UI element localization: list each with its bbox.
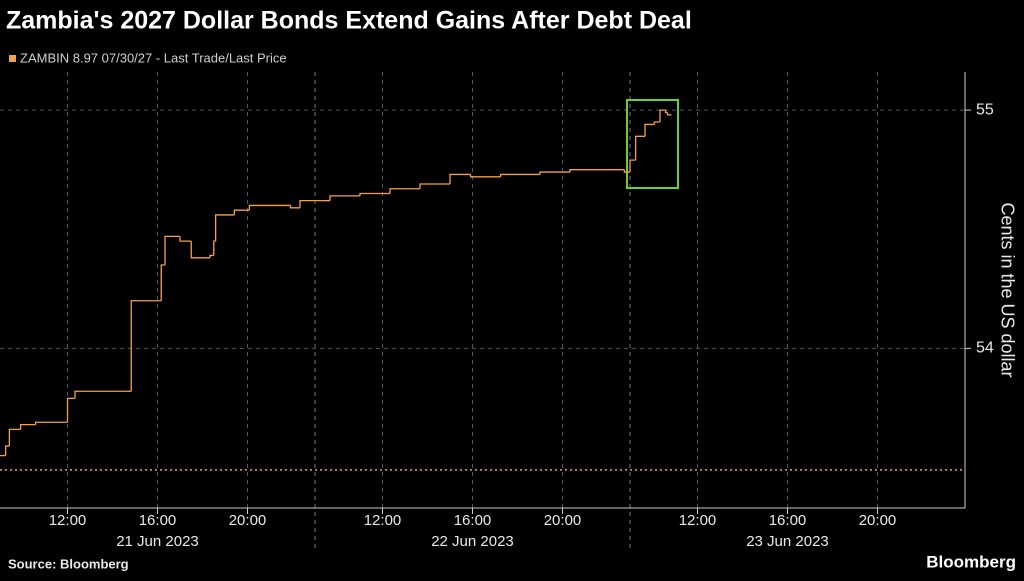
x-group-label: 21 Jun 2023 [116,533,199,550]
y-tick-label: 55 [976,101,994,118]
line-step [499,173,540,177]
line-step [653,121,660,125]
x-tick-label: 12:00 [364,512,402,529]
x-group-label: 22 Jun 2023 [431,533,514,550]
line-step [74,390,128,399]
y-tick-label: 54 [976,340,994,357]
x-tick-label: 20:00 [859,512,897,529]
line-step [449,173,471,184]
highlight-box [626,99,679,189]
line-step [299,200,321,208]
line-step [419,183,450,189]
line-step [329,195,360,201]
line-step [359,192,390,196]
line-step [539,171,570,175]
line-step [66,397,75,423]
line-step [8,428,21,447]
x-tick-label: 16:00 [454,512,492,529]
line-step [214,214,235,242]
x-tick-label: 12:00 [49,512,87,529]
x-tick-label: 16:00 [769,512,807,529]
x-tick-label: 20:00 [229,512,267,529]
x-tick-label: 12:00 [679,512,717,529]
legend-swatch [9,55,16,62]
x-tick-label: 20:00 [544,512,582,529]
line-step [469,174,501,178]
line-step [233,209,250,215]
line-step [179,236,192,242]
chart-title: Zambia's 2027 Dollar Bonds Extend Gains … [6,7,692,35]
line-step [213,240,216,256]
line-step [19,423,36,430]
line-step [164,235,180,265]
line-step [569,169,600,173]
line-step [666,112,672,116]
x-tick-label: 16:00 [139,512,177,529]
brand: Bloomberg [926,552,1016,571]
line-step [209,254,214,258]
legend-label: ZAMBIN 8.97 07/30/27 - Last Trade/Last P… [20,50,287,65]
line-step [34,421,66,425]
line-step [130,300,160,392]
line-step [4,445,10,456]
line-step [629,159,636,173]
line-step [634,135,645,161]
line-step [190,241,210,259]
line-step [623,169,630,173]
line-step [289,205,300,209]
line-step [248,204,291,211]
y-axis-label: Cents in the US dollar [997,202,1017,377]
source: Source: Bloomberg [8,556,129,571]
line-step [659,109,666,123]
line-step [389,188,420,194]
x-group-label: 23 Jun 2023 [746,533,829,550]
line-step [644,123,655,137]
line-step [160,264,165,301]
